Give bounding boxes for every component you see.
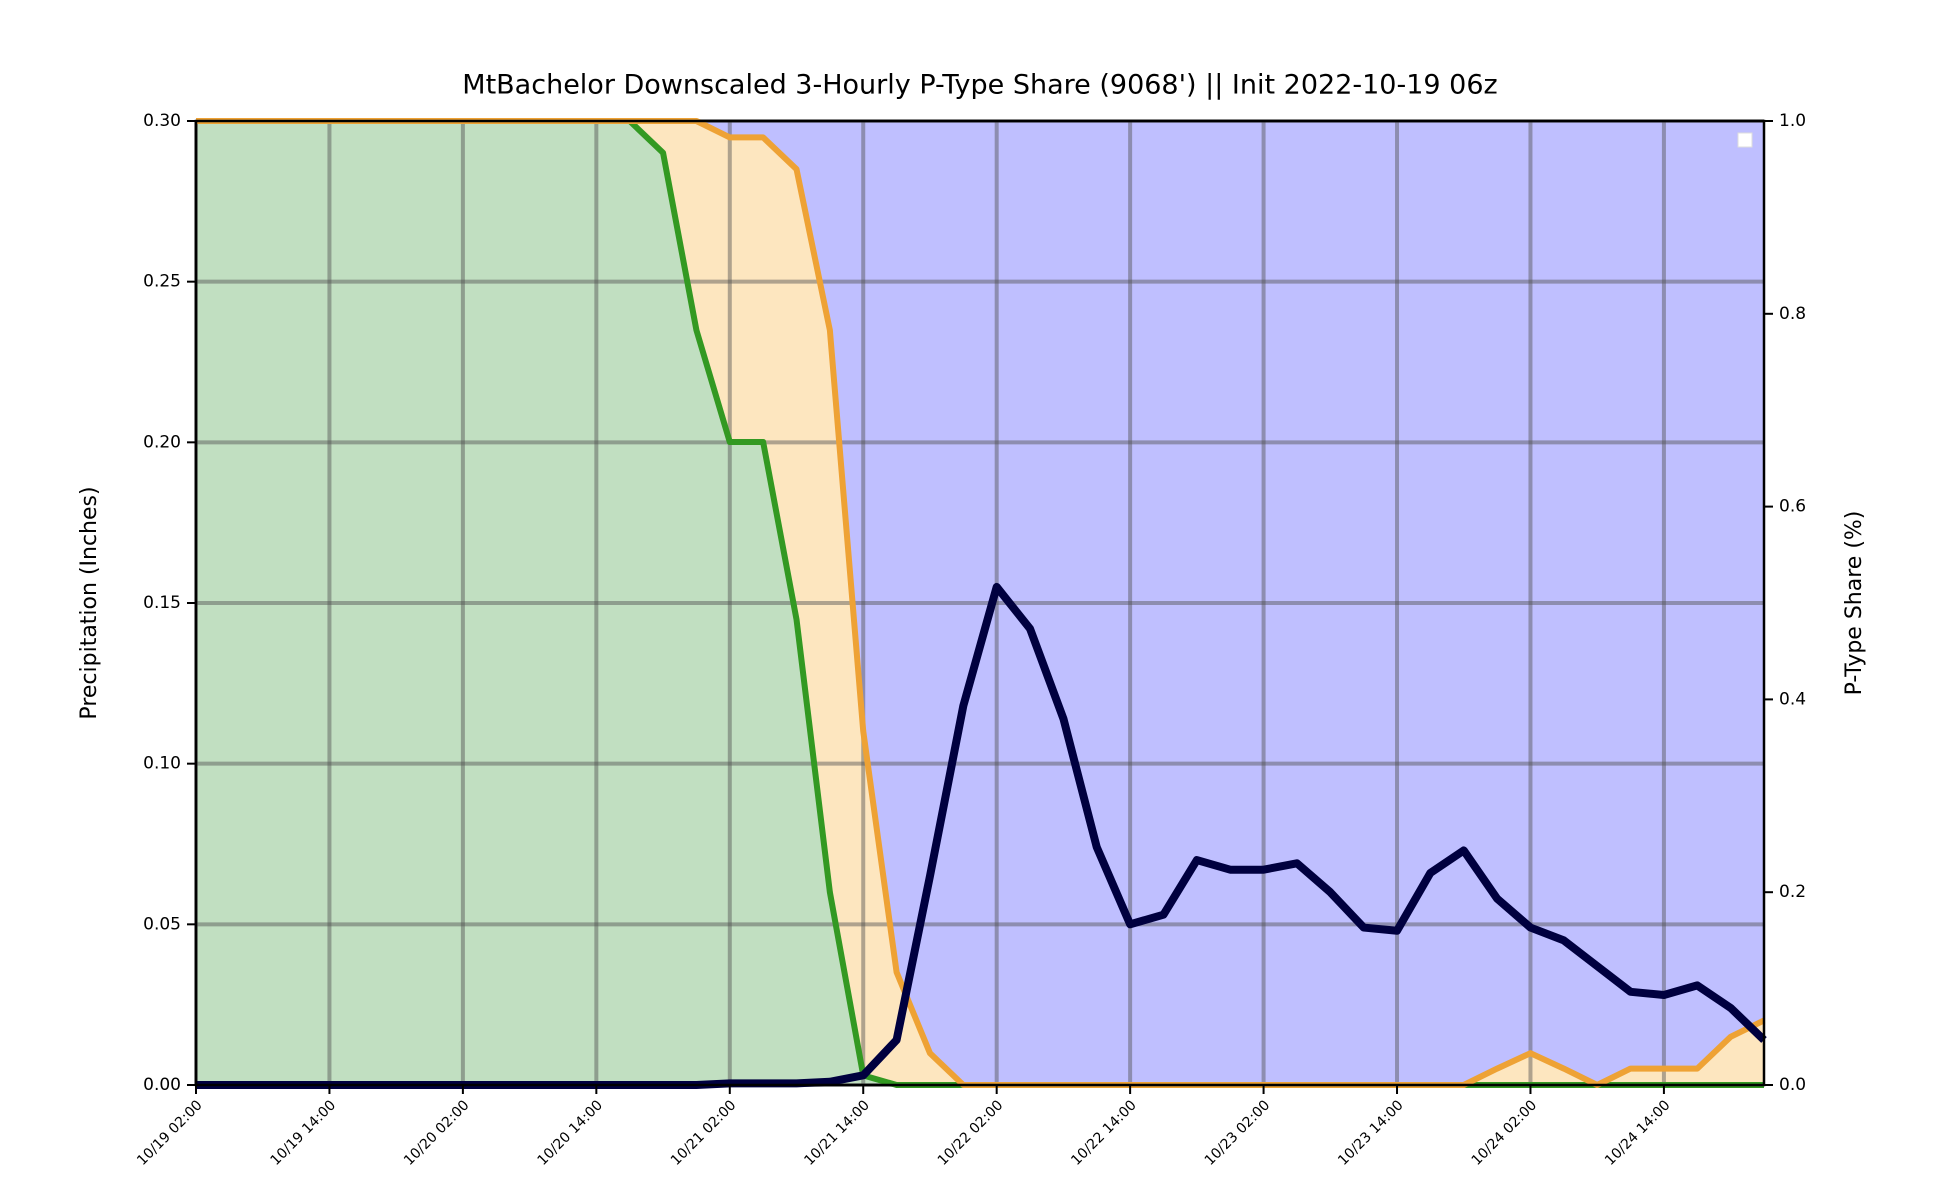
x-tick-label: 10/20 14:00 [534, 1097, 606, 1169]
x-tick-label: 10/24 02:00 [1469, 1097, 1541, 1169]
y2-tick-label: 0.0 [1779, 1075, 1806, 1095]
x-tick-label: 10/22 14:00 [1068, 1097, 1140, 1169]
y-tick-label: 0.15 [143, 593, 181, 613]
y-tick-label: 0.25 [143, 272, 181, 292]
y-tick-label: 0.00 [143, 1075, 181, 1095]
x-tick-label: 10/24 14:00 [1602, 1097, 1674, 1169]
chart-title: MtBachelor Downscaled 3-Hourly P-Type Sh… [462, 70, 1497, 101]
area [196, 121, 1764, 1085]
y-tick-label: 0.30 [143, 111, 181, 131]
y-tick-label: 0.10 [143, 754, 181, 774]
x-tick-label: 10/20 02:00 [401, 1097, 473, 1169]
x-tick-label: 10/23 14:00 [1335, 1097, 1407, 1169]
y-tick-label: 0.05 [143, 914, 181, 934]
y-axis-label: Precipitation (Inches) [77, 486, 102, 719]
y2-tick-label: 0.6 [1779, 497, 1806, 517]
y2-tick-label: 0.4 [1779, 689, 1806, 709]
area [196, 121, 1764, 1085]
y2-axis-label: P-Type Share (%) [1842, 511, 1867, 696]
x-tick-label: 10/22 02:00 [935, 1097, 1007, 1169]
x-tick-label: 10/19 02:00 [134, 1097, 206, 1169]
x-tick-label: 10/21 02:00 [668, 1097, 740, 1169]
legend [1737, 132, 1753, 148]
x-tick-label: 10/19 14:00 [268, 1097, 340, 1169]
x-tick-label: 10/23 02:00 [1202, 1097, 1274, 1169]
y-tick-label: 0.20 [143, 432, 181, 452]
plot-frame [194, 119, 1766, 1087]
y2-tick-label: 0.8 [1779, 304, 1806, 324]
y2-tick-label: 1.0 [1779, 111, 1806, 131]
x-tick-label: 10/21 14:00 [801, 1097, 873, 1169]
y2-tick-label: 0.2 [1779, 882, 1806, 902]
